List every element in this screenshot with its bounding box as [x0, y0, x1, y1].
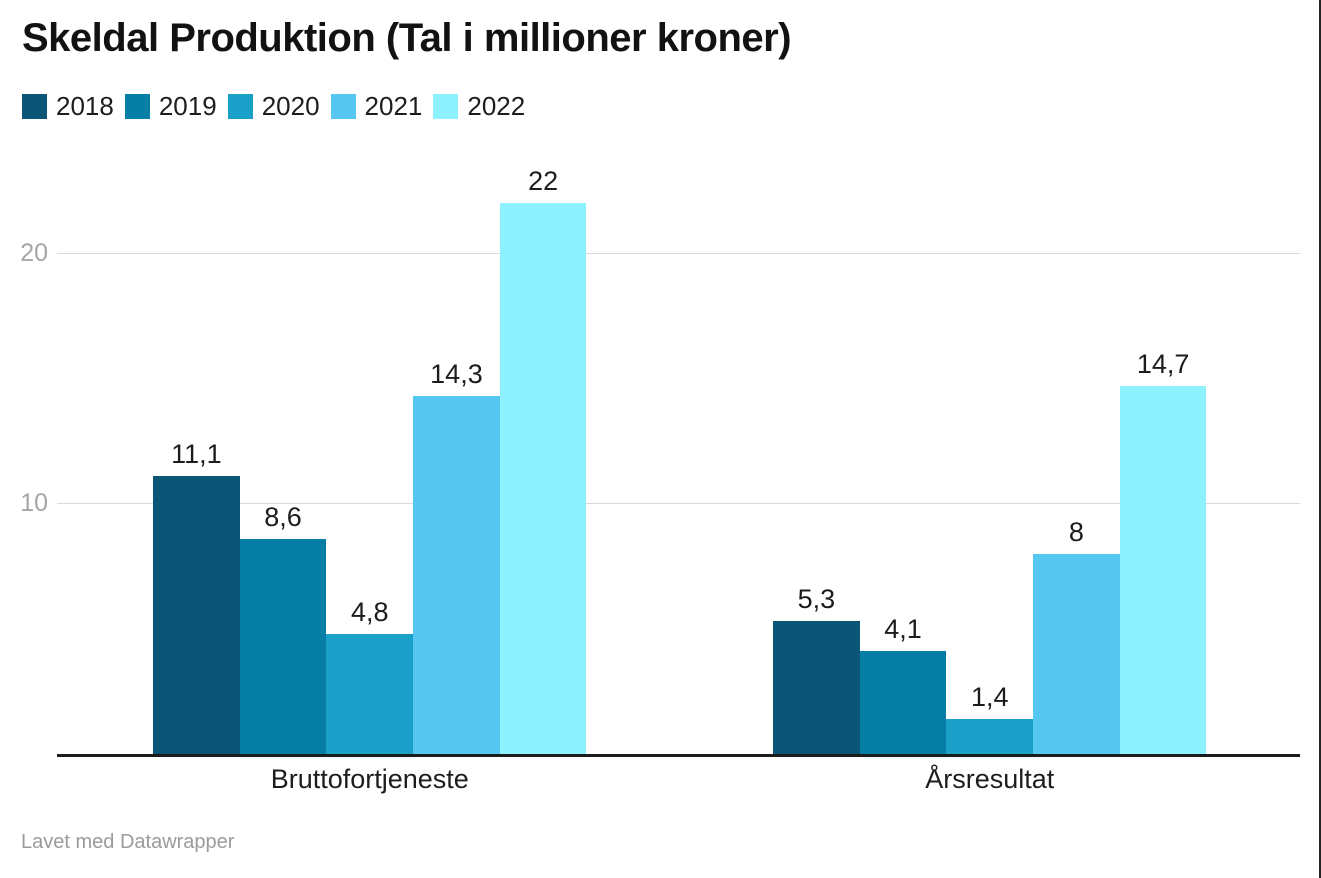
bar-2022-Årsresultat: [1119, 385, 1207, 754]
bar-2021-Bruttofortjeneste: [413, 395, 500, 754]
bar-2020-Bruttofortjeneste: [326, 633, 414, 754]
legend-label-2018: 2018: [56, 91, 114, 121]
legend-item-2019: 2019: [124, 91, 217, 121]
legend-label-2021: 2021: [364, 91, 423, 121]
bar-2018-Bruttofortjeneste: [153, 475, 240, 754]
value-label-2018-Årsresultat: 5,3: [797, 584, 836, 615]
legend: 2018 2019 2020 2021 2022: [22, 91, 526, 121]
value-label-2019-Årsresultat: 4,1: [884, 614, 922, 645]
legend-item-2021: 2021: [330, 91, 423, 121]
datawrapper-credit-link[interactable]: Lavet med Datawrapper: [21, 831, 235, 853]
window-right-edge: [1319, 0, 1321, 878]
value-label-2018-Bruttofortjeneste: 11,1: [171, 438, 222, 469]
x-axis-line: [57, 754, 1300, 757]
bar-2018-Årsresultat: [773, 621, 860, 754]
legend-color-swatch-2022: [433, 94, 459, 119]
legend-color-swatch-2019: [124, 94, 150, 119]
legend-item-2022: 2022: [433, 91, 526, 121]
legend-color-swatch-2020: [227, 94, 253, 119]
legend-color-swatch-2021: [330, 94, 356, 119]
value-label-2022-Årsresultat: 14,7: [1136, 348, 1190, 379]
legend-color-swatch-2018: [22, 94, 47, 119]
bar-2019-Bruttofortjeneste: [239, 538, 327, 754]
value-label-2022-Bruttofortjeneste: 22: [528, 165, 559, 196]
legend-label-2020: 2020: [261, 91, 320, 121]
value-label-2020-Bruttofortjeneste: 4,8: [350, 596, 389, 627]
y-axis-tick-10: 10: [20, 489, 48, 517]
legend-label-2019: 2019: [158, 91, 217, 121]
legend-item-2020: 2020: [227, 91, 320, 121]
bar-2019-Årsresultat: [859, 651, 947, 754]
chart-title: Skeldal Produktion (Tal i millioner kron…: [22, 16, 792, 60]
y-axis-tick-20: 20: [20, 238, 48, 267]
gridline-10: [57, 503, 1300, 504]
legend-item-2018: 2018: [22, 91, 114, 121]
bar-2021-Årsresultat: [1033, 553, 1120, 754]
bar-2020-Årsresultat: [946, 718, 1034, 754]
value-label-2021-Årsresultat: 8: [1068, 516, 1084, 547]
bar-2022-Bruttofortjeneste: [499, 202, 587, 754]
gridline-20: [57, 252, 1300, 254]
value-label-2019-Bruttofortjeneste: 8,6: [264, 501, 302, 532]
legend-label-2022: 2022: [467, 91, 526, 121]
x-axis-label-Årsresultat: Årsresultat: [925, 764, 1055, 794]
x-axis-label-Bruttofortjeneste: Bruttofortjeneste: [270, 764, 469, 794]
value-label-2020-Årsresultat: 1,4: [970, 681, 1009, 712]
value-label-2021-Bruttofortjeneste: 14,3: [430, 358, 483, 389]
